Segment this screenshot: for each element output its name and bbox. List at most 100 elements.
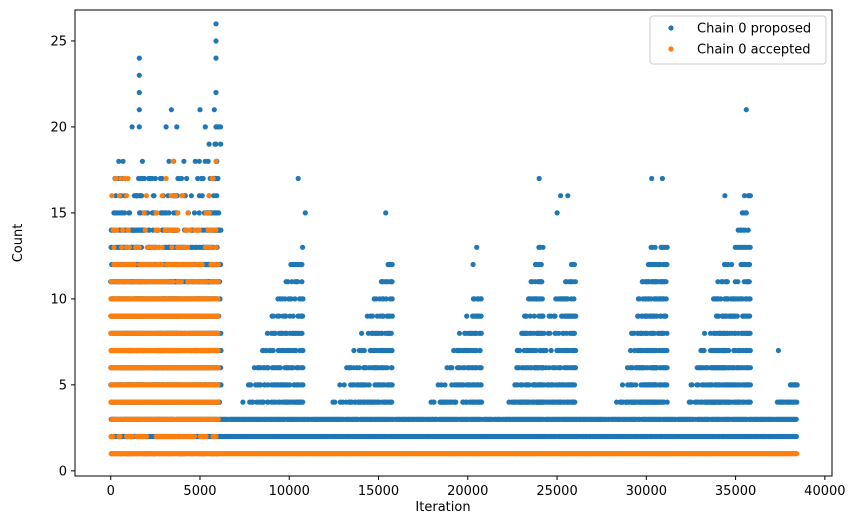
- proposed-point: [477, 347, 483, 354]
- proposed-point: [300, 244, 306, 250]
- proposed-point: [540, 244, 546, 250]
- proposed-point: [300, 313, 306, 319]
- plot-points: [108, 21, 800, 457]
- proposed-point: [248, 382, 254, 388]
- proposed-point: [205, 158, 211, 164]
- proposed-point: [361, 347, 367, 354]
- proposed-point: [300, 399, 306, 405]
- proposed-point: [573, 313, 579, 319]
- proposed-point: [571, 296, 577, 302]
- proposed-point: [302, 210, 308, 216]
- proposed-point: [722, 347, 729, 354]
- proposed-point: [218, 141, 224, 147]
- proposed-point: [464, 313, 470, 319]
- proposed-point: [648, 296, 654, 302]
- proposed-point: [139, 175, 145, 182]
- proposed-point: [174, 124, 180, 130]
- proposed-point: [166, 210, 172, 216]
- proposed-point: [300, 382, 306, 388]
- proposed-point: [383, 210, 389, 216]
- proposed-point: [552, 313, 558, 319]
- proposed-point: [702, 330, 708, 336]
- proposed-point: [211, 107, 217, 113]
- proposed-point: [137, 210, 143, 216]
- proposed-point: [664, 330, 670, 336]
- proposed-point: [470, 261, 476, 268]
- proposed-point: [531, 313, 537, 319]
- proposed-point: [216, 210, 222, 216]
- proposed-point: [184, 175, 190, 182]
- proposed-point: [716, 382, 722, 388]
- proposed-point: [240, 399, 246, 405]
- proposed-point: [213, 89, 219, 96]
- proposed-point: [299, 261, 305, 268]
- proposed-point: [619, 382, 626, 388]
- proposed-point: [663, 279, 669, 285]
- proposed-point: [136, 89, 142, 96]
- proposed-point: [478, 296, 484, 302]
- proposed-point: [652, 244, 658, 250]
- proposed-point: [793, 433, 800, 440]
- proposed-point: [389, 365, 395, 371]
- proposed-point: [389, 399, 395, 405]
- proposed-point: [723, 365, 729, 371]
- proposed-point: [663, 313, 669, 319]
- proposed-point: [474, 244, 480, 250]
- proposed-point: [389, 347, 395, 354]
- proposed-point: [536, 175, 542, 182]
- proposed-point: [214, 193, 220, 199]
- proposed-point: [163, 124, 169, 130]
- proposed-point: [200, 175, 206, 182]
- proposed-point: [215, 175, 221, 182]
- proposed-point: [478, 330, 484, 336]
- proposed-point: [479, 399, 485, 405]
- proposed-point: [743, 107, 749, 113]
- proposed-point: [136, 124, 142, 130]
- proposed-point: [734, 313, 740, 319]
- proposed-point: [151, 193, 157, 199]
- proposed-point: [213, 21, 219, 27]
- proposed-point: [120, 158, 126, 164]
- proposed-point: [136, 107, 142, 113]
- proposed-point: [300, 296, 306, 302]
- proposed-point: [431, 399, 437, 405]
- proposed-point: [181, 158, 187, 164]
- proposed-point: [572, 399, 578, 405]
- proposed-point: [649, 175, 655, 182]
- proposed-point: [747, 399, 753, 405]
- proposed-point: [126, 210, 133, 216]
- proposed-point: [794, 399, 800, 405]
- proposed-point: [747, 382, 754, 388]
- proposed-point: [747, 313, 753, 319]
- proposed-point: [218, 227, 224, 233]
- proposed-point: [543, 347, 549, 354]
- proposed-point: [217, 124, 224, 130]
- proposed-point: [689, 382, 695, 388]
- proposed-point: [188, 193, 194, 199]
- proposed-point: [729, 261, 735, 268]
- proposed-point: [747, 330, 753, 336]
- proposed-point: [793, 416, 799, 422]
- proposed-point: [747, 296, 753, 302]
- proposed-point: [664, 244, 670, 250]
- proposed-point: [540, 313, 546, 319]
- proposed-point: [191, 210, 198, 216]
- proposed-point: [478, 365, 484, 371]
- proposed-point: [539, 296, 545, 302]
- proposed-point: [627, 382, 634, 388]
- proposed-point: [531, 382, 537, 388]
- proposed-point: [453, 399, 459, 405]
- proposed-point: [196, 210, 202, 216]
- proposed-point: [292, 296, 298, 302]
- proposed-point: [743, 210, 749, 216]
- proposed-point: [152, 175, 158, 182]
- proposed-point: [547, 330, 553, 336]
- proposed-point: [206, 141, 212, 147]
- proposed-point: [573, 347, 579, 354]
- proposed-point: [747, 193, 754, 199]
- proposed-point: [299, 330, 305, 336]
- proposed-point: [735, 279, 741, 285]
- proposed-point: [456, 330, 463, 336]
- proposed-point: [213, 141, 219, 147]
